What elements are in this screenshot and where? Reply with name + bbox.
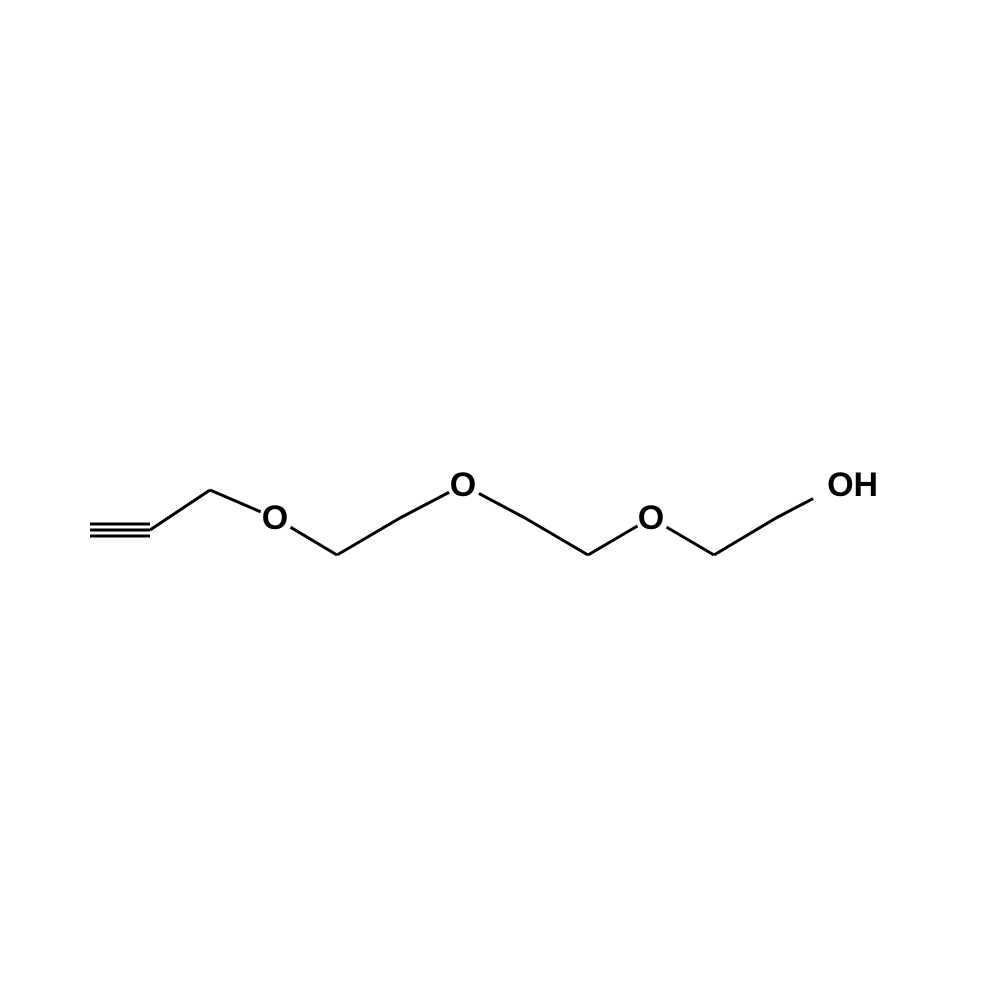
bond-line [290,527,337,555]
atom-label-oh: OH [827,466,878,504]
chemical-structure-diagram: O O O OH [0,0,1000,1000]
atom-label-o2: O [450,466,476,504]
bond-line [479,493,525,518]
bond-line [667,527,714,555]
bond-line [150,490,210,530]
bond-line [588,526,638,555]
bond-line [525,518,588,555]
bond-line [210,490,261,512]
atom-label-o1: O [262,499,288,537]
bond-line [776,499,813,518]
atom-label-o3: O [638,499,664,537]
bond-line [400,492,449,518]
bond-line [714,518,776,555]
bond-line [337,518,400,555]
